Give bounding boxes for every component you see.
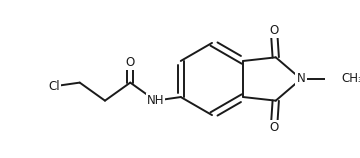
Text: O: O xyxy=(269,24,279,37)
Text: N: N xyxy=(297,73,305,85)
Text: Cl: Cl xyxy=(49,80,60,93)
Text: O: O xyxy=(269,121,279,134)
Text: O: O xyxy=(126,56,135,69)
Text: CH₃: CH₃ xyxy=(342,73,360,85)
Text: NH: NH xyxy=(147,94,164,107)
